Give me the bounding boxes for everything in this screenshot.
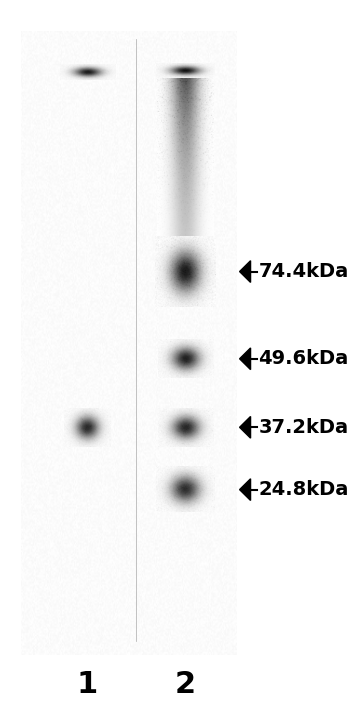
Text: 74.4kDa: 74.4kDa [258, 262, 349, 281]
Polygon shape [240, 417, 251, 438]
Polygon shape [240, 479, 251, 501]
Text: 37.2kDa: 37.2kDa [258, 417, 349, 436]
Text: 49.6kDa: 49.6kDa [258, 349, 349, 368]
Text: 1: 1 [77, 670, 98, 699]
Text: 24.8kDa: 24.8kDa [258, 480, 349, 499]
Polygon shape [240, 260, 251, 282]
Text: 2: 2 [174, 670, 196, 699]
Polygon shape [240, 348, 251, 370]
